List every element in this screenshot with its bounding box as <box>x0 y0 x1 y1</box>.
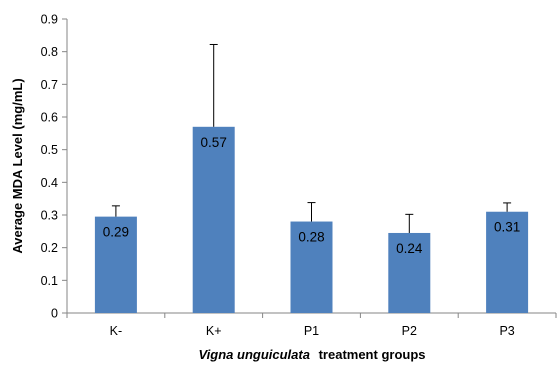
x-tick-label: P3 <box>499 324 514 338</box>
data-label: 0.29 <box>103 225 129 240</box>
x-tick-label: P2 <box>402 324 417 338</box>
x-tick-label: P1 <box>304 324 319 338</box>
x-axis-title: Vigna unguiculata treatment groups <box>198 347 425 362</box>
y-tick-label: 0.5 <box>41 143 58 157</box>
y-tick-label: 0 <box>51 307 58 321</box>
data-label: 0.28 <box>298 230 324 245</box>
x-axis-title-rest: treatment groups <box>319 347 426 362</box>
y-tick-label: 0.6 <box>41 111 58 125</box>
data-label: 0.57 <box>201 135 227 150</box>
bar <box>486 211 529 313</box>
y-axis-title: Average MDA Level (mg/mL) <box>10 78 25 253</box>
error-bars <box>111 43 512 233</box>
y-tick-label: 0.7 <box>41 78 58 92</box>
y-tick-label: 0.1 <box>41 274 58 288</box>
y-tick-label: 0.8 <box>41 45 58 59</box>
y-axis: 0 0.1 0.2 0.3 0.4 0.5 0.6 0.7 0.8 0.9 <box>41 13 68 321</box>
y-tick-label: 0.4 <box>41 176 58 190</box>
bars <box>94 126 529 313</box>
y-tick-label: 0.9 <box>41 13 58 27</box>
bar <box>192 126 235 313</box>
x-tick-label: K- <box>110 324 123 338</box>
bar <box>94 216 137 313</box>
data-label: 0.24 <box>396 241 423 256</box>
x-axis-title-species: Vigna unguiculata <box>198 347 309 362</box>
bar <box>388 232 431 313</box>
x-tick-label: K+ <box>206 324 222 338</box>
y-tick-label: 0.2 <box>41 241 58 255</box>
y-tick-label: 0.3 <box>41 209 58 223</box>
x-axis: K- K+ P1 P2 P3 <box>66 312 557 338</box>
data-label: 0.31 <box>494 220 520 235</box>
bar <box>290 221 333 313</box>
data-labels: 0.29 0.57 0.28 0.24 0.31 <box>103 135 520 256</box>
